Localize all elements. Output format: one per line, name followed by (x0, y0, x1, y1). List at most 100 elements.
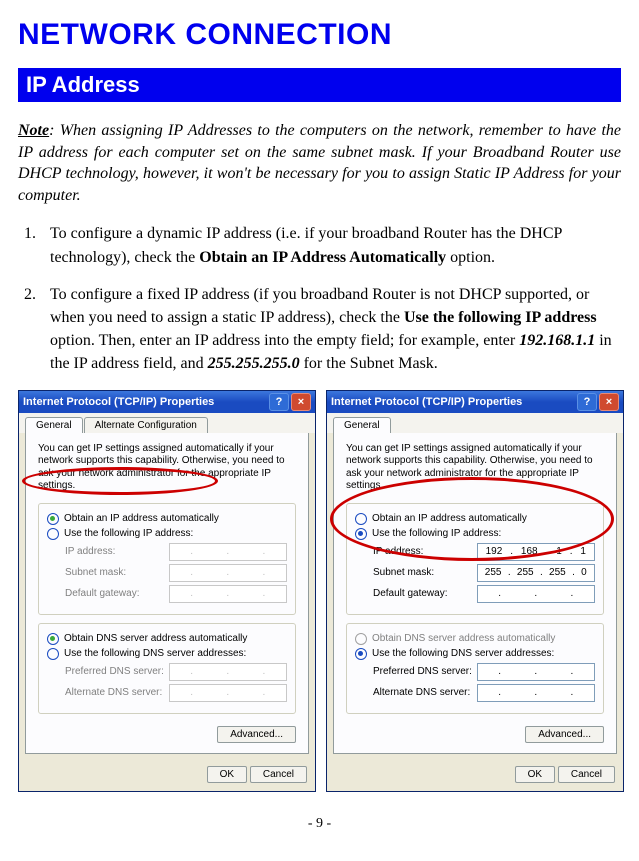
row-mask: Subnet mask: 255. 255. 255. 0 (373, 564, 595, 582)
advanced-button[interactable]: Advanced... (525, 726, 604, 743)
help-icon[interactable]: ? (577, 393, 597, 411)
ip-octet: 192 (486, 546, 503, 557)
input-ip: ... (169, 543, 287, 561)
label-pref-dns: Preferred DNS server: (373, 666, 477, 677)
help-icon[interactable]: ? (269, 393, 289, 411)
step2-ip: 192.168.1.1 (519, 332, 595, 349)
mask-octet: 0 (581, 567, 587, 578)
step-2: To configure a fixed IP address (if you … (40, 283, 621, 376)
titlebar: Internet Protocol (TCP/IP) Properties ? … (327, 391, 623, 413)
dialog-left: Internet Protocol (TCP/IP) Properties ? … (18, 390, 316, 792)
ip-octet: 168 (521, 546, 538, 557)
input-alt-dns: ... (169, 684, 287, 702)
dialog-buttons: OK Cancel (327, 760, 623, 791)
row-ip: IP address: ... (65, 543, 287, 561)
step2-bold-1: Use the following IP address (404, 309, 597, 326)
row-mask: Subnet mask: ... (65, 564, 287, 582)
step2-part-g: for the Subnet Mask. (300, 355, 438, 372)
dialog-title: Internet Protocol (TCP/IP) Properties (331, 396, 522, 408)
radio-icon (47, 633, 59, 645)
note-text: : When assigning IP Addresses to the com… (18, 122, 621, 204)
radio-icon (355, 648, 367, 660)
input-ip[interactable]: 192. 168. 1. 1 (477, 543, 595, 561)
radio-auto-ip[interactable]: Obtain an IP address automatically (47, 513, 287, 525)
label-gw: Default gateway: (65, 588, 169, 599)
radio-auto-dns[interactable]: Obtain DNS server address automatically (355, 633, 595, 645)
ip-octet: 1 (556, 546, 562, 557)
dialogs-row: Internet Protocol (TCP/IP) Properties ? … (18, 390, 621, 792)
label-pref-dns: Preferred DNS server: (65, 666, 169, 677)
panel-description: You can get IP settings assigned automat… (38, 443, 296, 493)
step-1: To configure a dynamic IP address (i.e. … (40, 222, 621, 268)
radio-auto-ip-label: Obtain an IP address automatically (372, 513, 527, 524)
row-alt-dns: Alternate DNS server: ... (65, 684, 287, 702)
tab-strip: General (327, 413, 623, 433)
tab-strip: General Alternate Configuration (19, 413, 315, 433)
input-gw[interactable]: ... (477, 585, 595, 603)
row-gw: Default gateway: ... (373, 585, 595, 603)
dialog-panel: You can get IP settings assigned automat… (333, 433, 617, 754)
radio-static-dns-label: Use the following DNS server addresses: (64, 648, 246, 659)
input-gw: ... (169, 585, 287, 603)
radio-auto-dns-label: Obtain DNS server address automatically (372, 633, 555, 644)
label-ip: IP address: (65, 546, 169, 557)
cancel-button[interactable]: Cancel (558, 766, 615, 783)
page-number: - 9 - (18, 816, 621, 832)
row-pref-dns: Preferred DNS server: ... (65, 663, 287, 681)
dns-group: Obtain DNS server address automatically … (346, 623, 604, 714)
radio-static-dns[interactable]: Use the following DNS server addresses: (47, 648, 287, 660)
radio-static-ip[interactable]: Use the following IP address: (355, 528, 595, 540)
input-pref-dns: ... (169, 663, 287, 681)
ip-octet: 1 (580, 546, 586, 557)
row-alt-dns: Alternate DNS server: ... (373, 684, 595, 702)
radio-icon (47, 528, 59, 540)
close-icon[interactable]: × (291, 393, 311, 411)
label-alt-dns: Alternate DNS server: (65, 687, 169, 698)
step1-bold: Obtain an IP Address Automatically (199, 249, 446, 266)
label-gw: Default gateway: (373, 588, 477, 599)
radio-icon (355, 633, 367, 645)
tab-general[interactable]: General (25, 417, 83, 433)
label-mask: Subnet mask: (65, 567, 169, 578)
advanced-button[interactable]: Advanced... (217, 726, 296, 743)
input-pref-dns[interactable]: ... (477, 663, 595, 681)
label-alt-dns: Alternate DNS server: (373, 687, 477, 698)
radio-auto-ip[interactable]: Obtain an IP address automatically (355, 513, 595, 525)
dialog-buttons: OK Cancel (19, 760, 315, 791)
note-label: Note (18, 122, 49, 139)
input-mask: ... (169, 564, 287, 582)
radio-icon (47, 648, 59, 660)
radio-static-ip[interactable]: Use the following IP address: (47, 528, 287, 540)
input-alt-dns[interactable]: ... (477, 684, 595, 702)
close-icon[interactable]: × (599, 393, 619, 411)
ok-button[interactable]: OK (515, 766, 555, 783)
dns-group: Obtain DNS server address automatically … (38, 623, 296, 714)
dialog-panel: You can get IP settings assigned automat… (25, 433, 309, 754)
step2-mask: 255.255.255.0 (208, 355, 300, 372)
mask-octet: 255 (517, 567, 534, 578)
radio-static-ip-label: Use the following IP address: (372, 528, 501, 539)
radio-static-dns[interactable]: Use the following DNS server addresses: (355, 648, 595, 660)
row-ip: IP address: 192. 168. 1. 1 (373, 543, 595, 561)
input-mask[interactable]: 255. 255. 255. 0 (477, 564, 595, 582)
steps-list: To configure a dynamic IP address (i.e. … (18, 222, 621, 375)
label-ip: IP address: (373, 546, 477, 557)
dialog-title: Internet Protocol (TCP/IP) Properties (23, 396, 214, 408)
mask-octet: 255 (485, 567, 502, 578)
tab-general[interactable]: General (333, 417, 391, 433)
ip-group: Obtain an IP address automatically Use t… (38, 503, 296, 615)
ok-button[interactable]: OK (207, 766, 247, 783)
radio-auto-dns[interactable]: Obtain DNS server address automatically (47, 633, 287, 645)
radio-icon (355, 528, 367, 540)
radio-icon (355, 513, 367, 525)
dialog-right: Internet Protocol (TCP/IP) Properties ? … (326, 390, 624, 792)
label-mask: Subnet mask: (373, 567, 477, 578)
cancel-button[interactable]: Cancel (250, 766, 307, 783)
row-pref-dns: Preferred DNS server: ... (373, 663, 595, 681)
note-paragraph: Note: When assigning IP Addresses to the… (18, 120, 621, 206)
step1-part-c: option. (446, 249, 495, 266)
titlebar: Internet Protocol (TCP/IP) Properties ? … (19, 391, 315, 413)
radio-auto-ip-label: Obtain an IP address automatically (64, 513, 219, 524)
section-heading: IP Address (18, 68, 621, 102)
tab-alternate[interactable]: Alternate Configuration (84, 417, 208, 433)
